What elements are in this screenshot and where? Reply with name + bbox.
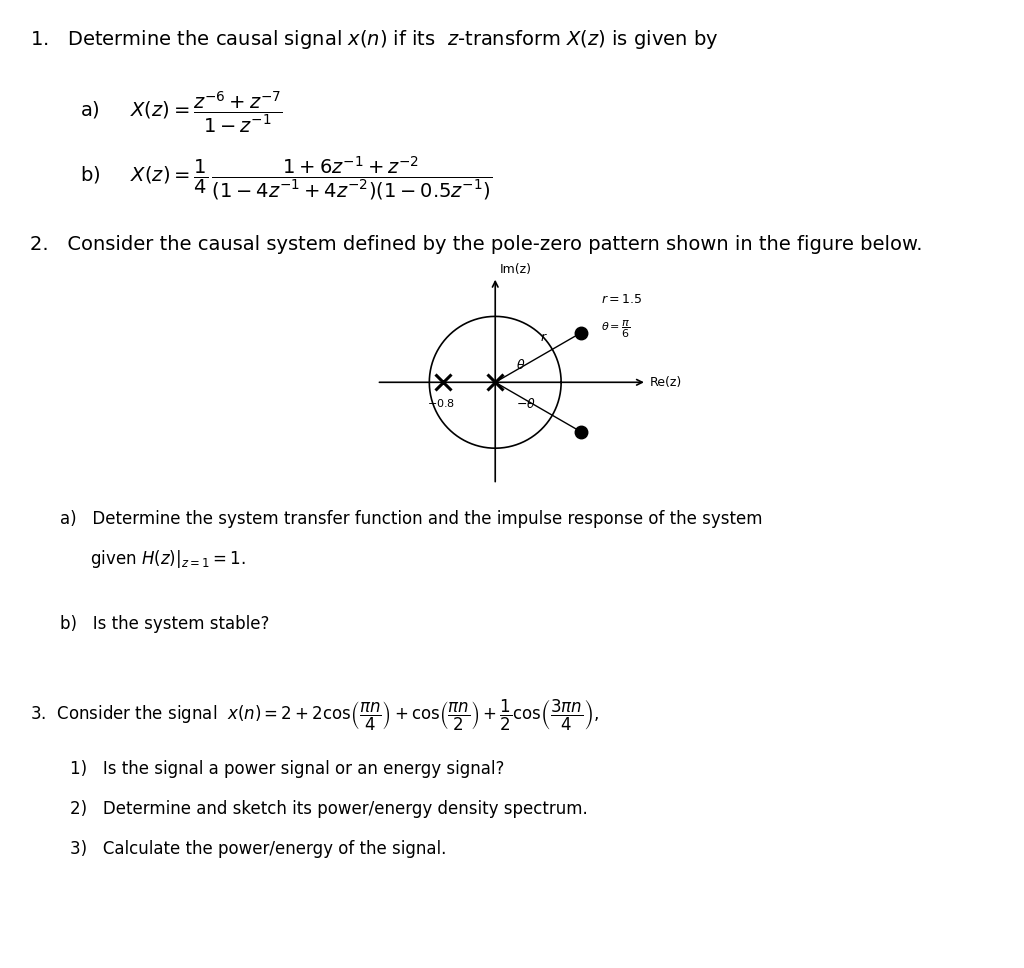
Text: 2)   Determine and sketch its power/energy density spectrum.: 2) Determine and sketch its power/energy… <box>70 800 588 818</box>
Text: Re(z): Re(z) <box>650 376 682 389</box>
Text: 3.  Consider the signal  $x(n) = 2 + 2\cos\!\left(\dfrac{\pi n}{4}\right) + \cos: 3. Consider the signal $x(n) = 2 + 2\cos… <box>30 698 599 733</box>
Text: $\theta$: $\theta$ <box>516 358 525 372</box>
Text: b)     $X(z) = \dfrac{1}{4}\,\dfrac{1+6z^{-1}+z^{-2}}{(1-4z^{-1}+4z^{-2})(1-0.5z: b) $X(z) = \dfrac{1}{4}\,\dfrac{1+6z^{-1… <box>80 155 492 202</box>
Text: $r = 1.5$: $r = 1.5$ <box>601 293 642 307</box>
Text: a)     $X(z) = \dfrac{z^{-6}+z^{-7}}{1-z^{-1}}$: a) $X(z) = \dfrac{z^{-6}+z^{-7}}{1-z^{-1… <box>80 90 283 136</box>
Text: a)   Determine the system transfer function and the impulse response of the syst: a) Determine the system transfer functio… <box>60 510 763 528</box>
Text: $r$: $r$ <box>540 331 548 344</box>
Text: Im(z): Im(z) <box>500 262 531 276</box>
Text: b)   Is the system stable?: b) Is the system stable? <box>60 615 269 633</box>
Text: 3)   Calculate the power/energy of the signal.: 3) Calculate the power/energy of the sig… <box>70 840 446 858</box>
Text: 2.   Consider the causal system defined by the pole-zero pattern shown in the fi: 2. Consider the causal system defined by… <box>30 235 923 254</box>
Text: $-\theta$: $-\theta$ <box>516 397 537 410</box>
Text: $\theta = \dfrac{\pi}{6}$: $\theta = \dfrac{\pi}{6}$ <box>601 318 630 341</box>
Text: 1.   Determine the causal signal $x(n)$ if its  $z$-transform $X(z)$ is given by: 1. Determine the causal signal $x(n)$ if… <box>30 28 719 51</box>
Text: 1)   Is the signal a power signal or an energy signal?: 1) Is the signal a power signal or an en… <box>70 760 505 778</box>
Text: $-0.8$: $-0.8$ <box>427 397 456 408</box>
Text: given $H(z)|_{z=1} = 1$.: given $H(z)|_{z=1} = 1$. <box>90 548 246 570</box>
